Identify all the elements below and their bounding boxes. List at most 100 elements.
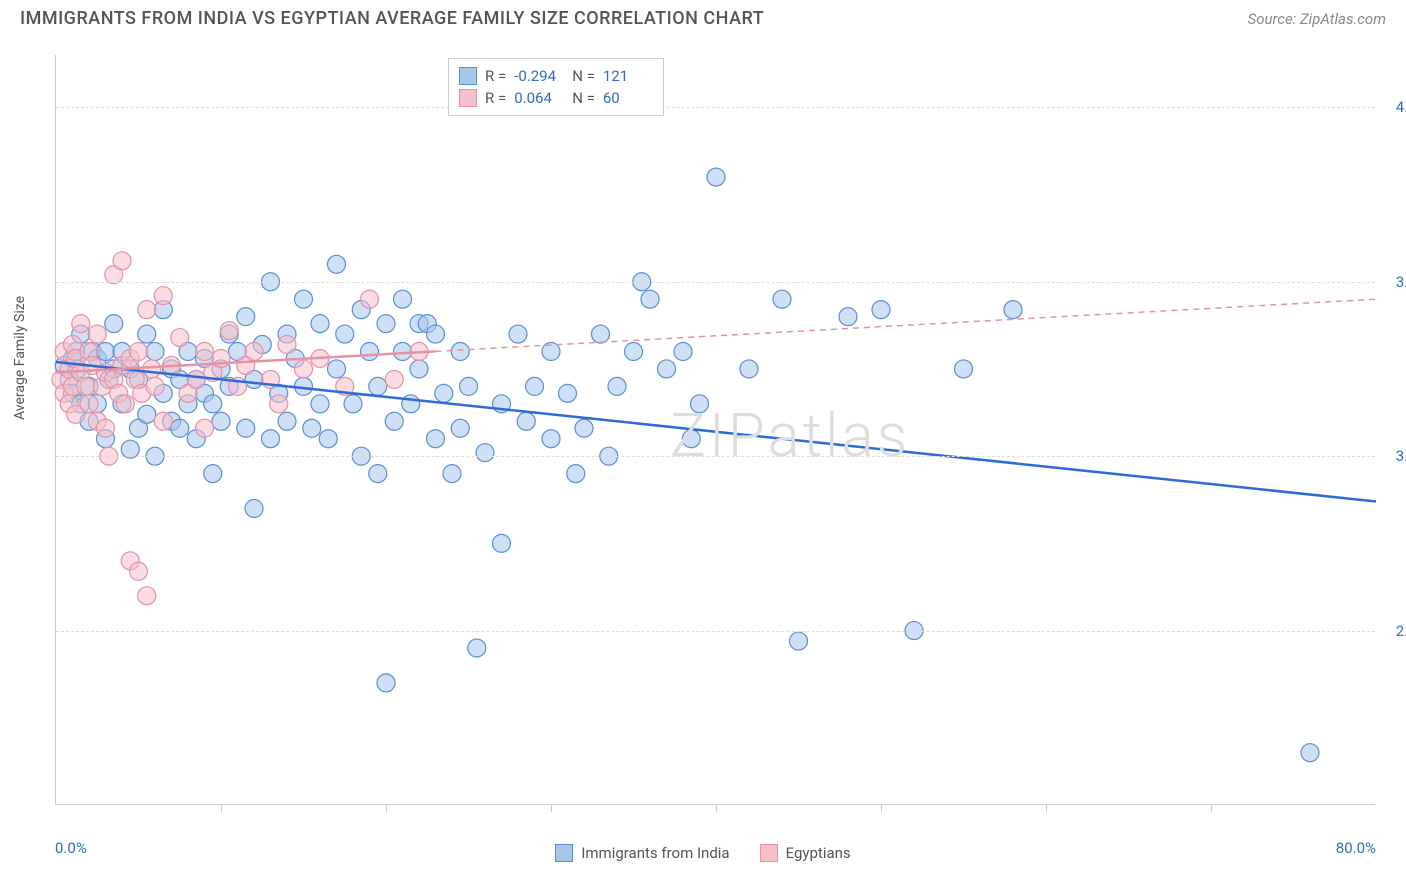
data-point [146,343,164,361]
legend-swatch [459,67,477,85]
r-label: R = [485,67,506,85]
data-point [212,412,230,430]
data-point [80,395,98,413]
data-point [143,360,161,378]
data-point [559,384,577,402]
data-point [625,343,643,361]
data-point [311,315,329,333]
header: IMMIGRANTS FROM INDIA VS EGYPTIAN AVERAG… [0,0,1406,37]
x-axis-min: 0.0% [55,839,87,857]
data-point [369,377,387,395]
data-point [707,168,725,186]
data-point [196,419,214,437]
data-point [1301,744,1319,762]
data-point [270,395,288,413]
data-point [542,430,560,448]
data-point [319,430,337,448]
data-point [872,301,890,319]
gridline [56,456,1375,457]
legend-item: Immigrants from India [555,844,729,862]
data-point [196,343,214,361]
data-point [410,360,428,378]
x-tick [881,804,882,812]
data-point [1004,301,1022,319]
data-point [427,325,445,343]
data-point [460,377,478,395]
gridline [56,631,1375,632]
data-point [171,329,189,347]
data-point [130,343,148,361]
x-tick [1046,804,1047,812]
legend-swatch [459,89,477,107]
data-point [377,674,395,692]
n-label: N = [572,89,595,107]
data-point [691,395,709,413]
data-point [476,444,494,462]
data-point [361,343,379,361]
data-point [138,325,156,343]
legend-swatch [760,844,778,862]
data-point [608,377,626,395]
data-point [385,412,403,430]
data-point [113,252,131,270]
data-point [658,360,676,378]
x-tick [386,804,387,812]
n-value: 60 [603,89,653,107]
r-value: -0.294 [514,67,564,85]
data-point [295,360,313,378]
data-point [262,430,280,448]
data-point [575,419,593,437]
data-point [138,587,156,605]
data-point [435,384,453,402]
data-point [187,370,205,388]
data-point [361,290,379,308]
data-point [336,325,354,343]
data-point [245,499,263,517]
x-axis-max: 80.0% [1336,839,1376,857]
data-point [245,343,263,361]
data-point [526,377,544,395]
data-point [146,377,164,395]
data-point [674,343,692,361]
source-label: Source: ZipAtlas.com [1248,10,1386,28]
data-point [97,343,115,361]
data-point [567,465,585,483]
y-axis-label: Average Family Size [12,296,28,420]
data-point [138,301,156,319]
legend-swatch [555,844,573,862]
y-tick-label: 2.50 [1396,622,1406,640]
data-point [682,430,700,448]
trend-line-dashed [436,299,1377,351]
gridline [56,282,1375,283]
data-point [451,343,469,361]
data-point [77,377,95,395]
y-tick-label: 4.00 [1396,98,1406,116]
data-point [204,465,222,483]
correlation-legend: R =-0.294N =121R =0.064N =60 [448,58,664,116]
x-tick [1211,804,1212,812]
y-tick-label: 3.50 [1396,273,1406,291]
data-point [237,419,255,437]
data-point [97,419,115,437]
data-point [154,287,172,305]
x-tick [551,804,552,812]
data-point [592,325,610,343]
legend-row: R =0.064N =60 [459,87,653,109]
data-point [394,343,412,361]
data-point [443,465,461,483]
data-point [369,465,387,483]
x-tick [221,804,222,812]
n-value: 121 [603,67,653,85]
data-point [295,290,313,308]
data-point [517,412,535,430]
r-value: 0.064 [514,89,564,107]
data-point [154,412,172,430]
data-point [402,395,420,413]
legend-item: Egyptians [760,844,851,862]
data-point [204,395,222,413]
data-point [88,325,106,343]
plot-svg [56,55,1375,804]
data-point [427,430,445,448]
data-point [328,255,346,273]
data-point [641,290,659,308]
